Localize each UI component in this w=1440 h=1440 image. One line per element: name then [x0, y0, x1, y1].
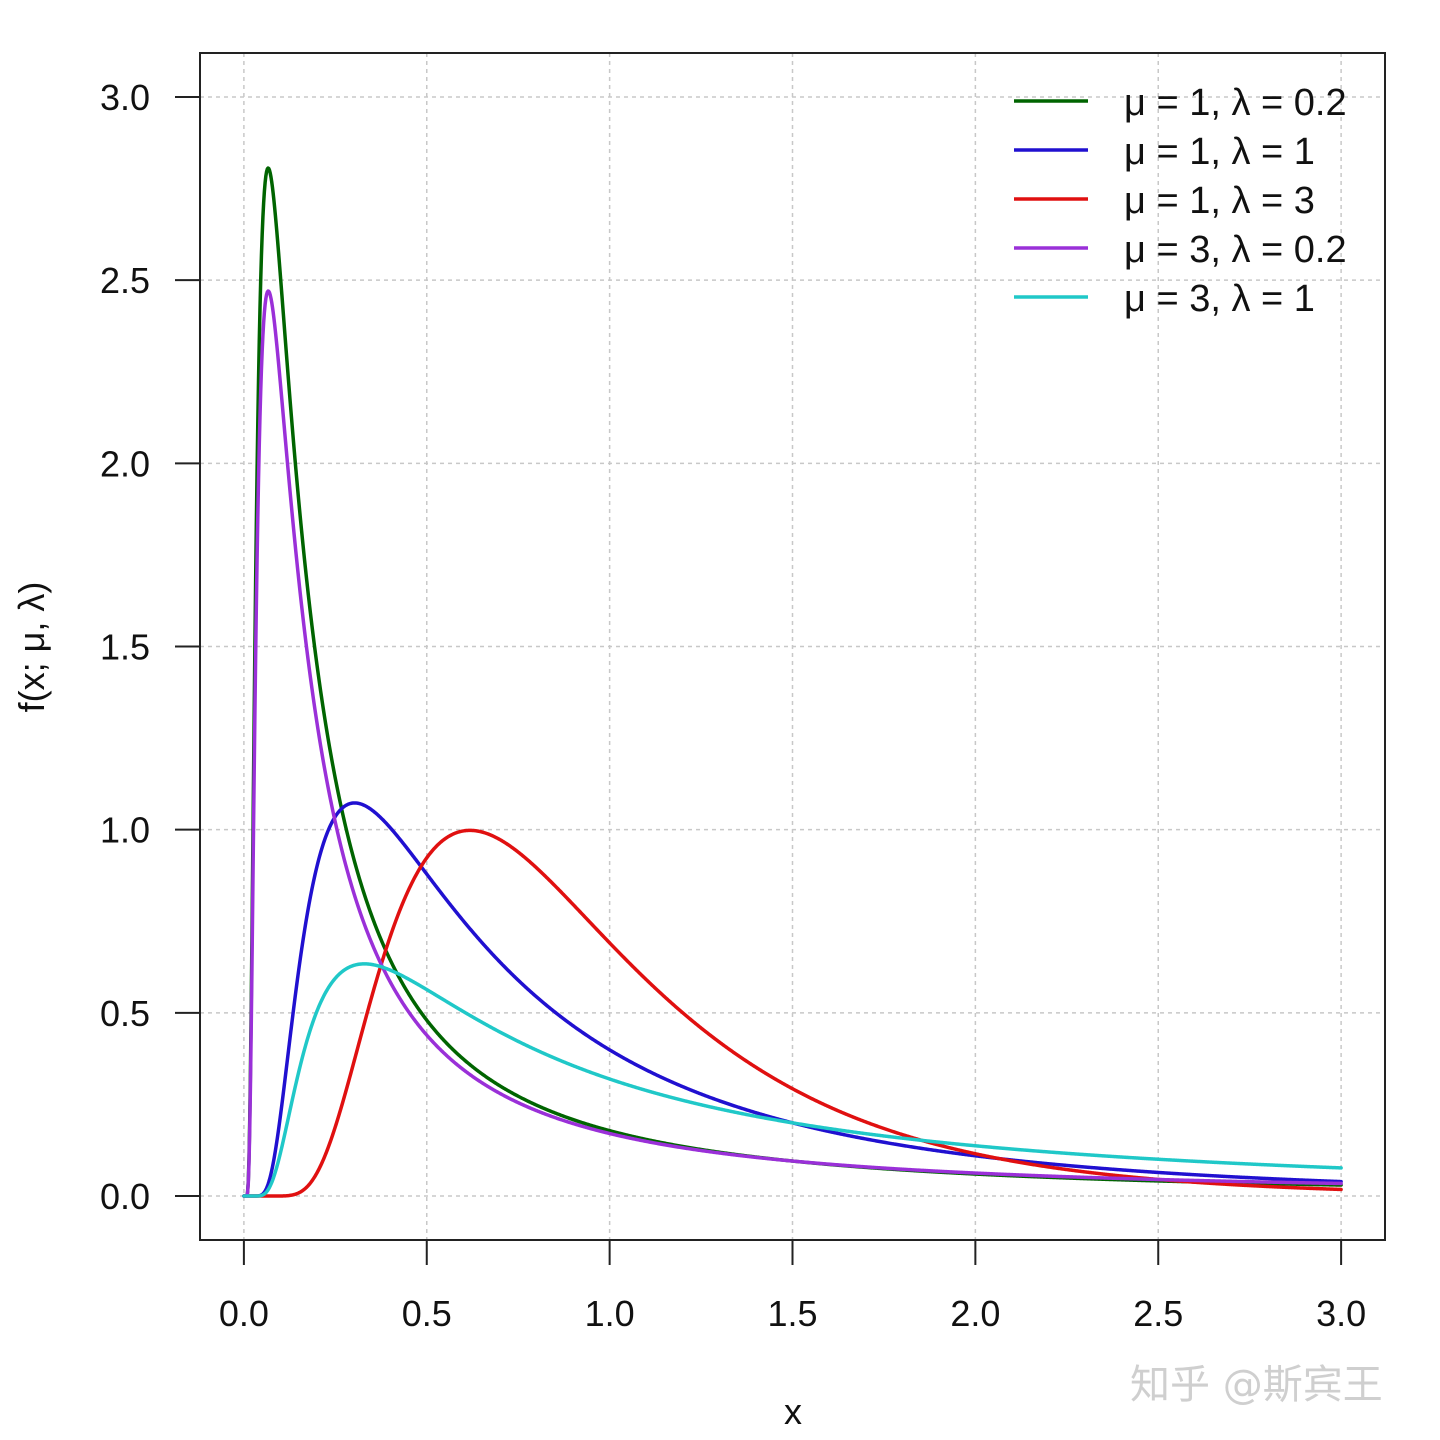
legend-label: μ = 1, λ = 0.2 [1124, 82, 1347, 124]
y-axis: 0.0 0.5 1.0 1.5 2.0 2.5 3.0 [100, 77, 201, 1217]
y-tick-label: 1.5 [100, 627, 150, 668]
legend-label: μ = 1, λ = 3 [1124, 180, 1315, 222]
y-tick-label: 2.5 [100, 260, 150, 301]
y-axis-title: f(x; μ, λ) [11, 582, 52, 713]
y-tick-label: 0.5 [100, 993, 150, 1034]
y-tick-label: 3.0 [100, 77, 150, 118]
x-axis: 0.0 0.5 1.0 1.5 2.0 2.5 3.0 [219, 1239, 1366, 1334]
y-tick-label: 1.0 [100, 810, 150, 851]
grid-layer [200, 53, 1385, 1240]
legend-label: μ = 1, λ = 1 [1124, 131, 1315, 173]
y-tick-label: 2.0 [100, 443, 150, 484]
x-tick-label: 1.5 [767, 1293, 817, 1334]
x-tick-label: 2.0 [950, 1293, 1000, 1334]
x-tick-label: 0.5 [402, 1293, 452, 1334]
legend-label: μ = 3, λ = 1 [1124, 278, 1315, 320]
x-axis-title: x [784, 1391, 802, 1432]
legend-label: μ = 3, λ = 0.2 [1124, 229, 1347, 271]
watermark: 知乎 @斯宾王 [1130, 1362, 1383, 1408]
x-tick-label: 0.0 [219, 1293, 269, 1334]
x-tick-label: 2.5 [1133, 1293, 1183, 1334]
series-line-0 [242, 166, 1343, 1198]
series-line-4 [242, 962, 1343, 1198]
x-tick-label: 1.0 [585, 1293, 635, 1334]
legend: μ = 1, λ = 0.2 μ = 1, λ = 1 μ = 1, λ = 3 μ … [1014, 82, 1347, 320]
x-tick-label: 3.0 [1316, 1293, 1366, 1334]
y-tick-label: 0.0 [100, 1176, 150, 1217]
curve-layer [242, 166, 1343, 1198]
series-line-3 [242, 289, 1343, 1198]
